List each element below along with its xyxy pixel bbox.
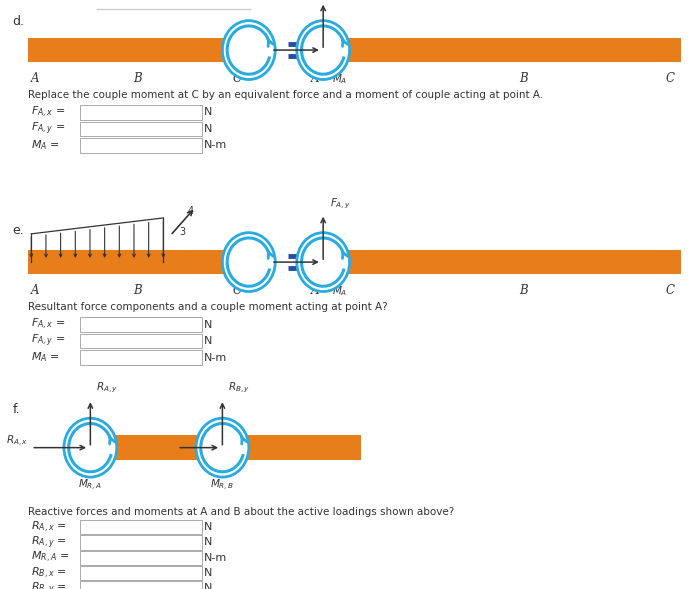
Bar	[80, 105, 202, 120]
Text: $M_{R,A}$ =: $M_{R,A}$ =	[31, 550, 70, 565]
Bar	[28, 250, 247, 274]
Text: N: N	[204, 522, 212, 532]
Text: C: C	[232, 284, 241, 297]
Text: A: A	[311, 72, 320, 85]
Text: C: C	[232, 72, 241, 85]
Text: Replace the couple moment at C by an equivalent force and a moment of couple act: Replace the couple moment at C by an equ…	[28, 90, 543, 100]
Text: N: N	[204, 584, 212, 589]
Bar	[28, 38, 247, 62]
Text: B: B	[133, 284, 142, 297]
Bar	[80, 317, 202, 332]
Bar	[90, 435, 361, 460]
Text: N: N	[204, 568, 212, 578]
Text: $M_{R,A}$: $M_{R,A}$	[79, 478, 102, 494]
Ellipse shape	[222, 233, 275, 292]
Bar	[80, 122, 202, 136]
Text: $R_{B,x}$ =: $R_{B,x}$ =	[31, 565, 67, 581]
Text: $R_{A,y}$ =: $R_{A,y}$ =	[31, 534, 67, 551]
Text: $M_A$: $M_A$	[332, 284, 347, 298]
Ellipse shape	[297, 21, 350, 80]
Text: A: A	[311, 284, 320, 297]
Text: 3: 3	[179, 227, 185, 237]
Text: N: N	[204, 124, 212, 134]
Text: $R_{A,y}$: $R_{A,y}$	[96, 380, 118, 395]
Ellipse shape	[64, 418, 117, 477]
Text: e.: e.	[13, 224, 24, 237]
Ellipse shape	[297, 233, 350, 292]
Text: $M_{R,B}$: $M_{R,B}$	[211, 478, 234, 494]
Text: $F_{A,x}$: $F_{A,x}$	[245, 38, 266, 53]
Bar	[80, 535, 202, 550]
Text: C: C	[665, 284, 674, 297]
Text: $F_{A,x}$: $F_{A,x}$	[245, 250, 266, 265]
Text: $M_A$ =: $M_A$ =	[31, 350, 60, 365]
Bar	[80, 581, 202, 589]
Bar	[80, 350, 202, 365]
Text: 4: 4	[188, 206, 194, 216]
Bar	[80, 551, 202, 565]
Text: N: N	[204, 108, 212, 117]
Text: N-m: N-m	[204, 353, 227, 362]
Text: f.: f.	[13, 403, 20, 416]
Text: N: N	[204, 538, 212, 547]
Bar	[323, 250, 681, 274]
Text: $F_{A,y}$ =: $F_{A,y}$ =	[31, 121, 65, 137]
Text: $F_{A,y}$ =: $F_{A,y}$ =	[31, 333, 65, 349]
Text: B: B	[518, 284, 528, 297]
Bar	[80, 566, 202, 580]
Text: d.: d.	[13, 15, 24, 28]
Text: B: B	[133, 72, 142, 85]
Text: $M_A$ =: $M_A$ =	[31, 138, 60, 153]
Text: N-m: N-m	[204, 141, 227, 150]
Text: N: N	[204, 320, 212, 329]
Text: $R_{B,x}$: $R_{B,x}$	[205, 425, 226, 441]
Text: $R_{A,x}$: $R_{A,x}$	[6, 434, 28, 449]
Text: $R_{A,x}$ =: $R_{A,x}$ =	[31, 519, 67, 535]
Text: A: A	[31, 284, 40, 297]
Text: $F_{A,x}$ =: $F_{A,x}$ =	[31, 317, 65, 332]
Text: N-m: N-m	[204, 553, 227, 562]
Bar	[80, 334, 202, 348]
Text: $M_A$: $M_A$	[332, 72, 347, 86]
Text: $R_{B,y}$: $R_{B,y}$	[228, 380, 250, 395]
Ellipse shape	[196, 418, 249, 477]
Text: $F_{A,y}$: $F_{A,y}$	[330, 197, 351, 211]
Text: A: A	[31, 72, 40, 85]
Text: B: B	[518, 72, 528, 85]
Text: C: C	[665, 72, 674, 85]
Ellipse shape	[222, 21, 275, 80]
Text: Resultant force components and a couple moment acting at point A?: Resultant force components and a couple …	[28, 302, 387, 312]
Text: $F_{A,x}$ =: $F_{A,x}$ =	[31, 105, 65, 120]
Text: N: N	[204, 336, 212, 346]
Bar	[80, 138, 202, 153]
Text: $R_{B,y}$ =: $R_{B,y}$ =	[31, 580, 67, 589]
Bar	[80, 520, 202, 534]
Text: Reactive forces and moments at A and B about the active loadings shown above?: Reactive forces and moments at A and B a…	[28, 507, 454, 517]
Bar	[323, 38, 681, 62]
